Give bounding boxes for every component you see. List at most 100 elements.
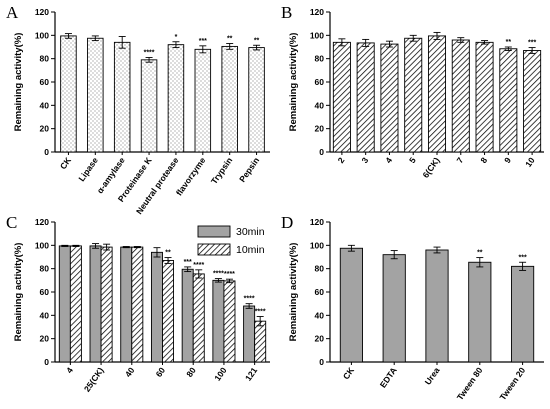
bar: [356, 42, 375, 153]
x-tick-label: 3: [359, 155, 370, 165]
bar: [511, 265, 535, 363]
significance-label: **: [506, 39, 512, 46]
y-tick-label: 40: [40, 100, 50, 110]
bar: [113, 41, 131, 153]
bar: [194, 48, 212, 153]
significance-label: ***: [519, 254, 527, 261]
significance-label: **: [165, 250, 171, 257]
bar: [221, 45, 238, 153]
panel-c-chart: C Remaining activity(%) 0 20 40 60 80 100 120 4 25…: [6, 213, 270, 394]
y-tick-label: 20: [40, 124, 50, 134]
bar: [89, 245, 102, 363]
y-tick-label: 80: [40, 54, 50, 64]
y-tick-label: 40: [40, 310, 50, 320]
y-tick-label: 20: [40, 334, 50, 344]
significance-label: ****: [144, 50, 155, 57]
significance-label: **: [477, 250, 483, 257]
y-tick-label: 40: [315, 310, 325, 320]
x-tick-label: 100: [212, 365, 228, 383]
x-tick-label: 4: [383, 155, 394, 165]
panel-letter: C: [6, 213, 17, 232]
significance-label: ****: [213, 271, 224, 278]
panel-letter: D: [281, 213, 293, 232]
bar: [468, 261, 492, 363]
significance-label: ****: [244, 296, 255, 303]
bar: [192, 273, 205, 363]
legend-label: 30min: [236, 226, 265, 238]
y-tick-label: 0: [319, 147, 324, 157]
bar: [223, 280, 236, 363]
bar: [380, 43, 399, 153]
y-tick-label: 100: [310, 30, 324, 40]
bar: [427, 35, 447, 153]
panel-a-chart: A Remaining activity(%) 0 20 40 60 80 100 120 CK L…: [6, 3, 270, 216]
bar: [120, 246, 133, 363]
y-tick-label: 80: [315, 264, 325, 274]
y-tick-label: 120: [310, 217, 324, 227]
x-tick-label: Tween 20: [497, 365, 527, 402]
y-tick-label: 40: [315, 100, 325, 110]
significance-label: *: [175, 34, 178, 41]
x-tick-label: Pepsin: [237, 155, 261, 184]
bar: [523, 50, 542, 153]
y-tick-label: 100: [310, 240, 324, 250]
x-tick-label: 10: [523, 155, 537, 169]
significance-label: ****: [255, 309, 266, 316]
bar: [69, 245, 82, 363]
y-tick-label: 60: [40, 287, 50, 297]
bar: [254, 320, 267, 363]
significance-label: ****: [224, 271, 235, 278]
legend-swatch: [197, 225, 231, 238]
panel-letter: B: [281, 3, 292, 22]
y-tick-label: 60: [315, 77, 325, 87]
significance-label: ****: [193, 262, 204, 269]
bar: [167, 44, 185, 153]
y-tick-label: 0: [44, 147, 49, 157]
x-tick-label: CK: [58, 155, 74, 171]
x-tick-label: Lipase: [76, 155, 100, 183]
y-tick-label: 20: [315, 334, 325, 344]
x-tick-label: CK: [341, 365, 357, 381]
significance-label: ***: [184, 259, 192, 266]
y-axis-title: Remaining activity(%): [288, 243, 299, 342]
bar: [382, 254, 406, 363]
x-tick-label: 40: [123, 365, 137, 379]
bar: [212, 279, 225, 363]
x-tick-label: 60: [154, 365, 168, 379]
bar: [451, 39, 470, 153]
y-tick-label: 0: [319, 357, 324, 367]
panel-letter: A: [6, 3, 19, 22]
x-tick-label: 80: [184, 365, 198, 379]
bar: [475, 41, 494, 153]
bar: [499, 48, 518, 153]
x-tick-label: 5: [407, 155, 418, 165]
x-tick-label: 2: [336, 155, 347, 165]
bar: [60, 35, 77, 153]
panel-b-chart: B Remaining activity(%) 0 20 40 60 80 100 120 2 3 4…: [281, 3, 544, 180]
x-tick-label: Tween 80: [455, 365, 485, 402]
y-tick-label: 0: [44, 357, 49, 367]
bar: [131, 246, 144, 363]
y-tick-label: 80: [315, 54, 325, 64]
x-tick-label: 6(CK): [420, 155, 441, 179]
x-tick-label: 9: [502, 155, 513, 165]
x-tick-label: EDTA: [378, 365, 399, 389]
legend-label: 10min: [236, 244, 265, 256]
bar: [181, 268, 194, 363]
significance-label: **: [254, 37, 260, 44]
significance-label: ***: [199, 38, 207, 45]
significance-label: **: [227, 36, 233, 43]
x-tick-label: 8: [478, 155, 489, 165]
bar: [243, 305, 256, 363]
y-tick-label: 60: [315, 287, 325, 297]
legend-swatch: [197, 243, 231, 256]
x-tick-label: 7: [455, 155, 466, 165]
bar: [332, 41, 351, 153]
bar: [150, 251, 163, 363]
x-tick-label: 25(CK): [82, 365, 106, 393]
y-tick-label: 100: [35, 30, 49, 40]
y-tick-label: 20: [315, 124, 325, 134]
x-tick-label: 4: [64, 365, 75, 375]
bar: [425, 249, 449, 363]
